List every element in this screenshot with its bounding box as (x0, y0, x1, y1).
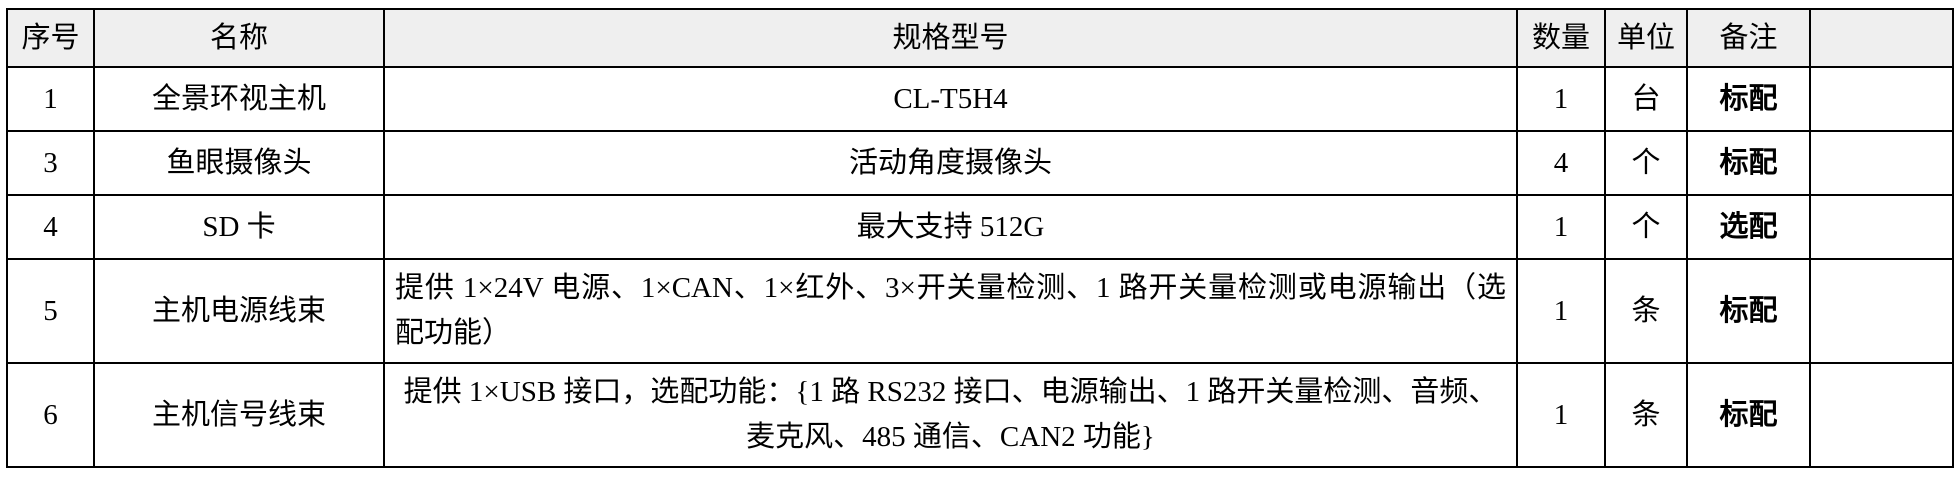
cell-spec: 最大支持 512G (383, 194, 1518, 260)
cell-name: SD 卡 (93, 194, 385, 260)
header-cell-qty: 数量 (1516, 8, 1606, 68)
cell-note: 标配 (1686, 66, 1811, 132)
cell-unit: 条 (1604, 362, 1688, 468)
cell-extra (1809, 258, 1954, 364)
table-row: 3 鱼眼摄像头 活动角度摄像头 4 个 标配 (6, 130, 1954, 196)
header-cell-note: 备注 (1686, 8, 1811, 68)
cell-extra (1809, 194, 1954, 260)
header-cell-unit: 单位 (1604, 8, 1688, 68)
cell-unit: 个 (1604, 194, 1688, 260)
table-row: 1 全景环视主机 CL-T5H4 1 台 标配 (6, 66, 1954, 132)
cell-qty: 1 (1516, 194, 1606, 260)
header-cell-spec: 规格型号 (383, 8, 1518, 68)
cell-name: 全景环视主机 (93, 66, 385, 132)
equipment-spec-table: 序号 名称 规格型号 数量 单位 备注 1 全景环视主机 CL-T5H4 1 台… (6, 8, 1954, 468)
table-row: 5 主机电源线束 提供 1×24V 电源、1×CAN、1×红外、3×开关量检测、… (6, 258, 1954, 364)
cell-spec: 提供 1×USB 接口，选配功能：{1 路 RS232 接口、电源输出、1 路开… (383, 362, 1518, 468)
cell-no: 1 (6, 66, 95, 132)
header-cell-extra (1809, 8, 1954, 68)
cell-name: 鱼眼摄像头 (93, 130, 385, 196)
cell-name: 主机电源线束 (93, 258, 385, 364)
cell-unit: 台 (1604, 66, 1688, 132)
cell-no: 3 (6, 130, 95, 196)
cell-note: 选配 (1686, 194, 1811, 260)
cell-spec: 提供 1×24V 电源、1×CAN、1×红外、3×开关量检测、1 路开关量检测或… (383, 258, 1518, 364)
cell-name: 主机信号线束 (93, 362, 385, 468)
cell-no: 4 (6, 194, 95, 260)
table-row: 4 SD 卡 最大支持 512G 1 个 选配 (6, 194, 1954, 260)
cell-unit: 条 (1604, 258, 1688, 364)
header-cell-name: 名称 (93, 8, 385, 68)
cell-note: 标配 (1686, 258, 1811, 364)
cell-extra (1809, 130, 1954, 196)
header-row: 序号 名称 规格型号 数量 单位 备注 (6, 8, 1954, 68)
cell-extra (1809, 66, 1954, 132)
cell-note: 标配 (1686, 362, 1811, 468)
cell-note: 标配 (1686, 130, 1811, 196)
cell-spec: CL-T5H4 (383, 66, 1518, 132)
cell-extra (1809, 362, 1954, 468)
cell-qty: 1 (1516, 362, 1606, 468)
table-row: 6 主机信号线束 提供 1×USB 接口，选配功能：{1 路 RS232 接口、… (6, 362, 1954, 468)
cell-spec: 活动角度摄像头 (383, 130, 1518, 196)
cell-qty: 1 (1516, 258, 1606, 364)
cell-qty: 1 (1516, 66, 1606, 132)
cell-unit: 个 (1604, 130, 1688, 196)
cell-no: 6 (6, 362, 95, 468)
cell-no: 5 (6, 258, 95, 364)
cell-qty: 4 (1516, 130, 1606, 196)
header-cell-no: 序号 (6, 8, 95, 68)
